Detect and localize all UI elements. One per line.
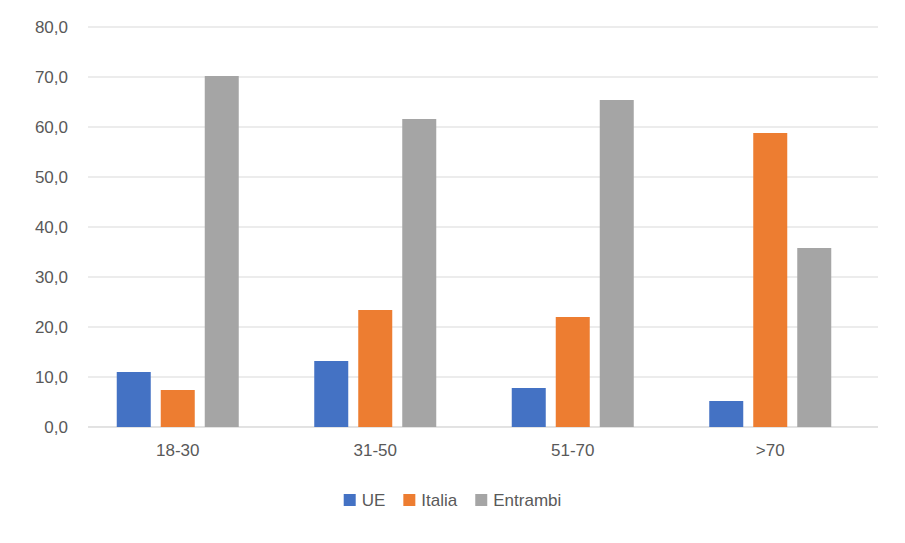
bar xyxy=(600,100,634,427)
bar xyxy=(117,372,151,427)
y-tick-label: 80,0 xyxy=(35,18,68,37)
legend-swatch xyxy=(475,494,487,506)
bar xyxy=(402,119,436,427)
chart: 0,0 10,0 20,0 30,0 40,0 50,0 60,0 70,0 80,0 18-30… xyxy=(0,0,905,543)
bar xyxy=(753,133,787,427)
y-tick-label: 0,0 xyxy=(44,418,68,437)
legend-label: UE xyxy=(362,491,386,510)
legend-label: Italia xyxy=(421,491,457,510)
x-tick-label: 51-70 xyxy=(551,441,594,460)
y-tick-label: 70,0 xyxy=(35,68,68,87)
y-tick-label: 60,0 xyxy=(35,118,68,137)
x-tick-label: 31-50 xyxy=(354,441,397,460)
legend: UE Italia Entrambi xyxy=(344,491,562,510)
y-tick-label: 40,0 xyxy=(35,218,68,237)
legend-swatch xyxy=(344,494,356,506)
y-tick-label: 30,0 xyxy=(35,268,68,287)
bar xyxy=(556,317,590,427)
y-tick-label: 10,0 xyxy=(35,368,68,387)
bar xyxy=(709,401,743,427)
bar xyxy=(512,388,546,427)
bar xyxy=(205,76,239,427)
bar xyxy=(358,310,392,427)
legend-swatch xyxy=(403,494,415,506)
bar xyxy=(797,248,831,427)
x-tick-label: 18-30 xyxy=(156,441,199,460)
bar xyxy=(161,390,195,427)
grid-line xyxy=(88,27,878,28)
bars xyxy=(117,76,832,427)
legend-label: Entrambi xyxy=(493,491,561,510)
x-tick-label: >70 xyxy=(756,441,785,460)
y-tick-label: 50,0 xyxy=(35,168,68,187)
bar xyxy=(314,361,348,427)
y-tick-label: 20,0 xyxy=(35,318,68,337)
